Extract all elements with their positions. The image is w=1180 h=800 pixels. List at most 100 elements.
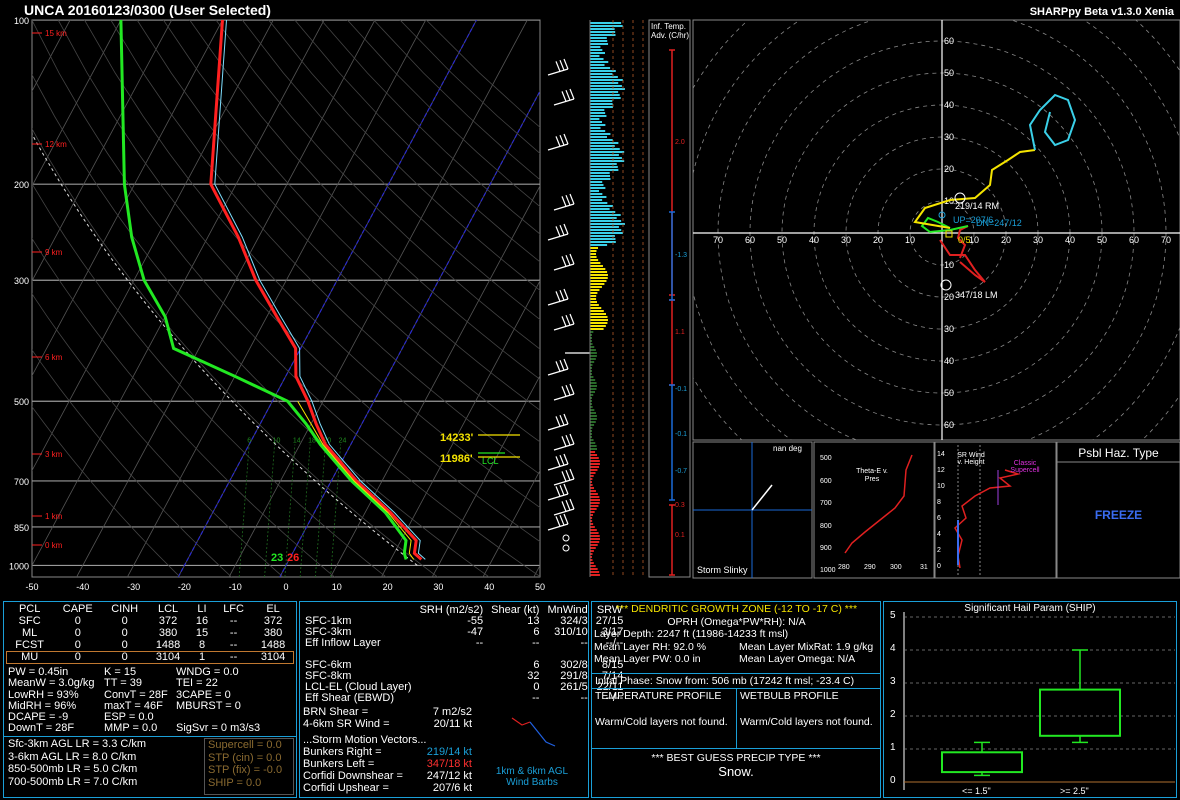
rh-bar	[590, 565, 596, 567]
dgz-bottom-label: 11986'	[440, 453, 473, 465]
index-value: WNDG = 0.0	[176, 666, 239, 678]
parcel-row[interactable]: MU 0 0 3104 1 -- 3104	[6, 651, 294, 663]
parcel-header: CINH	[111, 603, 139, 615]
wind-barb	[547, 133, 569, 151]
rh-bar	[590, 532, 599, 534]
rh-bar	[590, 391, 595, 393]
rh-bar	[590, 562, 594, 564]
kinematics-cell: SFC-8km	[305, 670, 352, 682]
ship-category: >= 2.5"	[1060, 786, 1089, 796]
rh-bar	[590, 430, 592, 432]
parcel-trace	[32, 133, 418, 566]
kinematics-cell: 13	[527, 615, 540, 627]
pressure-tick: 200	[14, 180, 29, 190]
rh-bar	[590, 502, 600, 504]
app-title: SHARPpy Beta v1.3.0 Xenia	[1029, 6, 1174, 18]
ship-y-tick: 4	[890, 643, 896, 654]
rh-bar	[590, 487, 595, 489]
height-tick: 15 km	[45, 29, 67, 38]
kinematics-row: SFC-1km -55 13 324/3 27/15	[301, 616, 627, 627]
corfidi-up-value: 207/6 kt	[432, 782, 472, 794]
rh-bar	[590, 325, 606, 327]
temp-tick: 0	[283, 582, 288, 592]
ship-box	[1039, 649, 1121, 744]
rh-bar	[590, 223, 625, 225]
parcel-row[interactable]: SFC 0 0 372 16 -- 372	[6, 615, 294, 627]
corfidi-up-label: Corfidi Upshear =	[303, 782, 389, 794]
parcel-cell: 15	[195, 627, 209, 639]
rh-bar	[590, 241, 616, 243]
kinematics-cell: --/--	[605, 692, 624, 704]
hodo-trace-6-9km	[913, 149, 1036, 229]
parcel-cell: --	[229, 627, 238, 639]
wind-barb	[553, 88, 575, 106]
mixing-ratio-label: 6	[247, 437, 251, 444]
ship-y-tick: 3	[890, 676, 896, 687]
parcel-cell: 380	[263, 627, 283, 639]
kinematics-panel	[299, 601, 589, 798]
rh-bar	[590, 208, 610, 210]
rh-bar	[590, 397, 592, 399]
rh-bar	[590, 37, 607, 39]
wetbulb-trace	[297, 400, 415, 560]
rh-bar	[590, 301, 598, 303]
parcel-cell: 0	[74, 651, 81, 663]
rh-bar	[590, 40, 608, 42]
rh-bar	[590, 178, 611, 180]
rh-bar	[590, 568, 598, 570]
rh-bar	[590, 271, 608, 273]
dry-adiabat	[32, 73, 490, 577]
rh-bar	[590, 265, 603, 267]
composite-param: STP (cin) = 0.0	[208, 751, 282, 764]
kinematics-cell: LCL-EL (Cloud Layer)	[305, 681, 412, 693]
ship-box-body	[1039, 688, 1121, 737]
rh-bar	[590, 343, 593, 345]
sr-wind-46-value: 20/11 kt	[433, 718, 472, 730]
thetae-x-tick: 31	[920, 564, 928, 571]
rh-bar	[590, 523, 594, 525]
thetae-x-tick: 280	[838, 564, 850, 571]
hodo-trace-low	[939, 239, 986, 283]
lapse-rates: Sfc-3km AGL LR = 3.3 C/km 3-6km AGL LR = …	[8, 738, 146, 788]
rh-bar	[590, 112, 606, 114]
rh-bar	[590, 352, 597, 354]
srwind-trace	[954, 469, 1021, 569]
rh-bar	[590, 244, 608, 246]
parcel-cell: 3104	[260, 651, 286, 663]
wind-barb	[547, 288, 569, 306]
kinematics-cell: 8/15	[601, 659, 624, 671]
rh-bar	[590, 289, 600, 291]
rh-bar	[590, 34, 616, 36]
parcel-row[interactable]: FCST 0 0 1488 8 -- 1488	[6, 639, 294, 651]
kinematics-cell: 324/3	[560, 615, 588, 627]
rh-bar	[590, 529, 597, 531]
storm-vectors-title: ...Storm Motion Vectors...	[303, 734, 427, 746]
hodo-ring-label: 60	[745, 235, 755, 245]
rh-bar	[590, 250, 597, 252]
rh-bar	[590, 337, 592, 339]
lapse-rate: 3-6km AGL LR = 8.0 C/km	[8, 750, 137, 763]
rh-bar	[590, 493, 598, 495]
kinematics-cell: Eff Shear (EBWD)	[305, 692, 395, 704]
rh-bar	[590, 550, 594, 552]
rh-bar	[590, 544, 598, 546]
temp-tick: -40	[76, 582, 89, 592]
temp-tick: 10	[332, 582, 342, 592]
temp-tick: -10	[229, 582, 242, 592]
thetae-p-tick: 800	[820, 523, 832, 530]
parcel-cell: --	[229, 615, 238, 627]
rh-bar	[590, 367, 592, 369]
rh-bar	[590, 373, 592, 375]
mixing-ratio-label: 14	[293, 437, 301, 444]
rh-bar	[590, 496, 600, 498]
hodo-ring-label: 20	[1001, 235, 1011, 245]
index-value: MidRH = 96%	[8, 699, 77, 712]
rh-bar	[590, 160, 625, 162]
hodo-lm-marker	[940, 279, 952, 291]
rh-bar	[590, 448, 597, 450]
rh-bar	[590, 382, 597, 384]
parcel-row[interactable]: ML 0 0 380 15 -- 380	[6, 627, 294, 639]
dry-adiabat	[32, 182, 387, 577]
kinematics-row: SFC-6km 6 302/8 8/15	[301, 660, 627, 671]
dry-adiabat	[163, 20, 540, 411]
